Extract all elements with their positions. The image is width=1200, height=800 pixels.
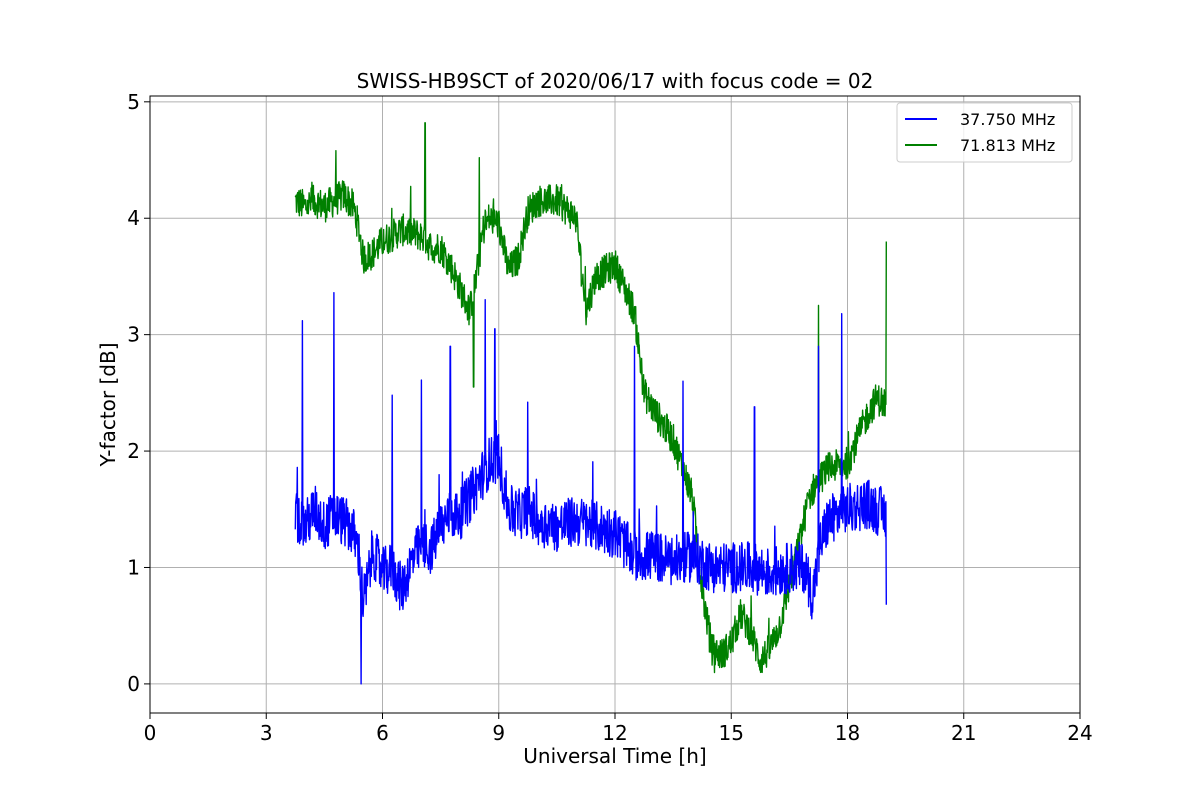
y-axis-label: Y-factor [dB] xyxy=(96,342,120,467)
series-line-1 xyxy=(294,122,887,674)
x-tick-label-5: 15 xyxy=(719,721,744,745)
y-tick-label-0: 0 xyxy=(127,672,140,696)
series-line-0 xyxy=(294,292,887,685)
x-tick-label-1: 3 xyxy=(260,721,273,745)
y-tick-label-3: 3 xyxy=(127,323,140,347)
x-tick-label-8: 24 xyxy=(1067,721,1092,745)
legend-label-71813: 71.813 MHz xyxy=(960,136,1055,155)
legend: 37.750 MHz 71.813 MHz xyxy=(896,102,1073,163)
y-tick-label-5: 5 xyxy=(127,90,140,114)
legend-label-37750: 37.750 MHz xyxy=(960,110,1055,129)
chart-title: SWISS-HB9SCT of 2020/06/17 with focus co… xyxy=(357,69,874,93)
x-tick-label-4: 12 xyxy=(602,721,627,745)
x-tick-label-6: 18 xyxy=(835,721,860,745)
plot-area xyxy=(294,122,887,685)
y-tick-label-2: 2 xyxy=(127,439,140,463)
x-axis: 0 3 6 9 12 15 18 21 24 xyxy=(144,713,1093,745)
x-tick-label-7: 21 xyxy=(951,721,976,745)
legend-box xyxy=(896,102,1073,163)
x-tick-label-3: 9 xyxy=(492,721,505,745)
x-tick-label-2: 6 xyxy=(376,721,389,745)
x-tick-label-0: 0 xyxy=(144,721,157,745)
y-tick-label-1: 1 xyxy=(127,555,140,579)
y-axis: 0 1 2 3 4 5 xyxy=(127,90,150,696)
x-axis-label: Universal Time [h] xyxy=(523,744,706,768)
grid xyxy=(149,96,1081,713)
y-tick-label-4: 4 xyxy=(127,206,140,230)
